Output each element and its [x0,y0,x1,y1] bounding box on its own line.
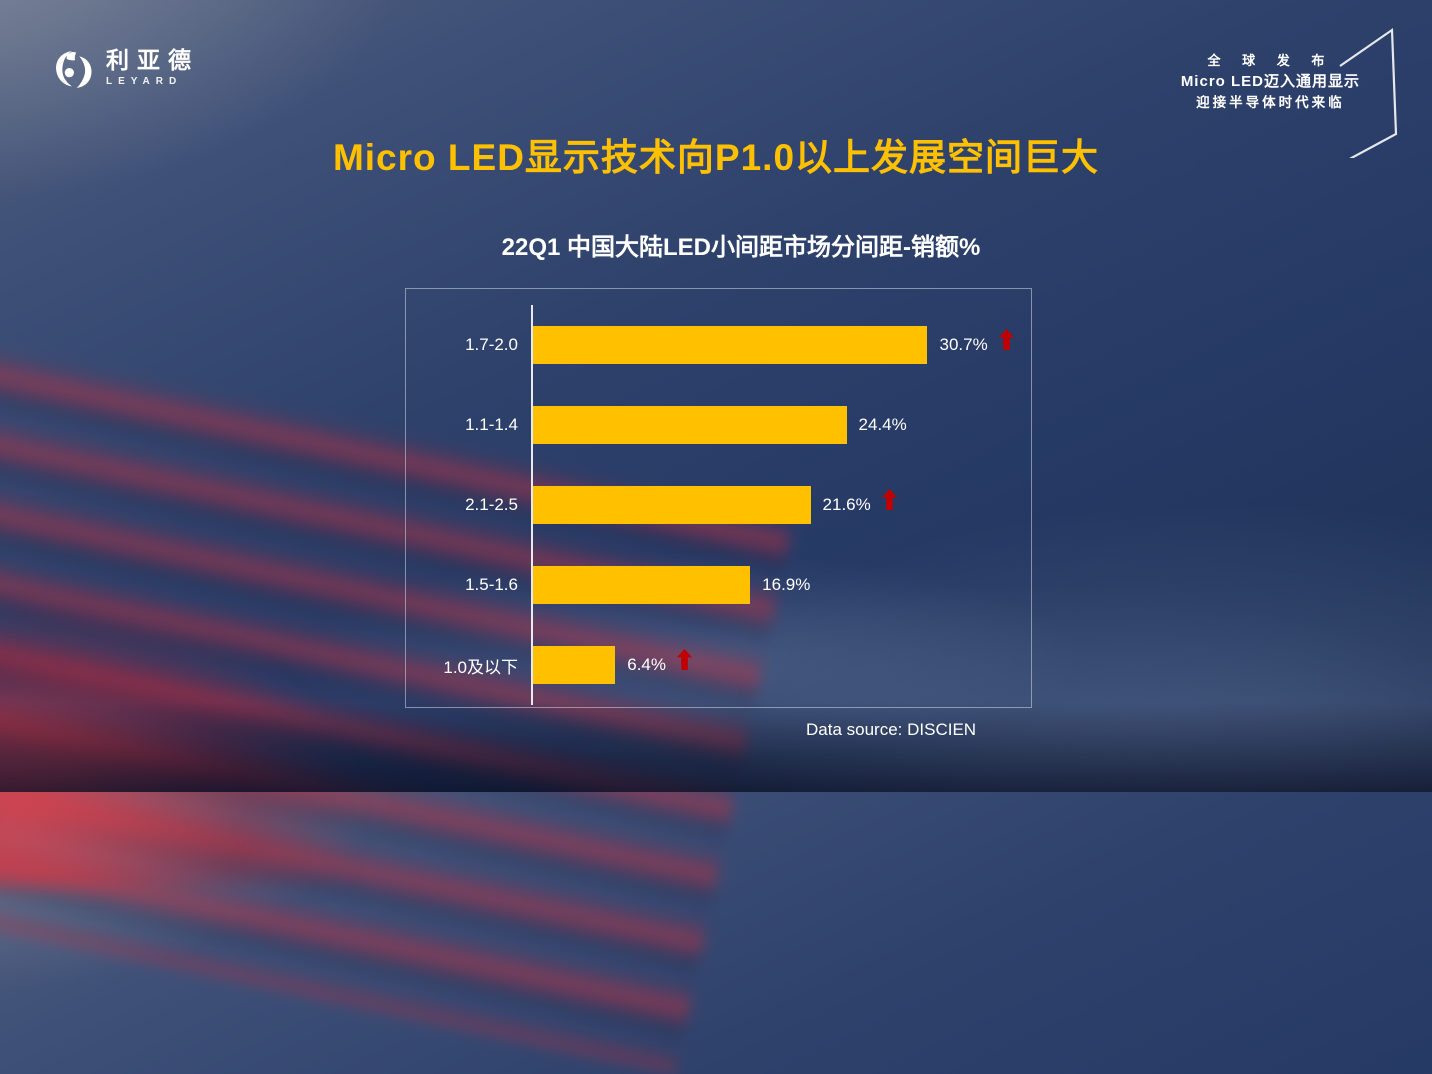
value-label: 16.9% [762,575,811,594]
chart-title: 22Q1 中国大陆LED小间距市场分间距-销额% [501,234,981,261]
category-label: 1.5-1.6 [465,575,518,594]
chart-row: 1.0及以下 6.4% [406,625,1031,705]
up-arrow-icon [881,489,897,515]
bar [533,326,928,364]
bar [533,646,616,684]
up-arrow-icon [998,329,1014,355]
chart-row: 1.7-2.0 30.7% [406,305,1031,385]
value-label: 24.4% [858,415,907,434]
leyard-swirl-icon [52,48,94,95]
sunset-glow-background [0,601,358,888]
bottom-shade-background [0,702,1432,792]
chart-row: 2.1-2.5 21.6% [406,465,1031,545]
data-source-note: Data source: DISCIEN [806,720,977,739]
logo-en-text: LEYARD [106,76,183,88]
bar [533,406,847,444]
chart-rows: 1.7-2.0 30.7% 1.1-1.4 24.4% 2.1-2.5 21.6% 1.5-… [406,305,1031,705]
category-label: 1.7-2.0 [465,335,518,354]
badge-line-3: 迎接半导体时代来临 [1196,95,1345,110]
value-label: 6.4% [627,655,666,674]
page-title: Micro LED显示技术向P1.0以上发展空间巨大 [332,137,1100,178]
chart-row: 1.1-1.4 24.4% [406,385,1031,465]
category-label: 1.0及以下 [443,657,518,677]
bar [533,486,811,524]
up-arrow-icon [676,649,692,675]
badge-line-2: Micro LED迈入通用显示 [1180,73,1360,90]
logo-cn-text: 利亚德 [106,47,199,73]
bar-chart: 1.7-2.0 30.7% 1.1-1.4 24.4% 2.1-2.5 21.6% 1.5-… [405,288,1032,708]
category-label: 2.1-2.5 [465,495,518,514]
leyard-logo: 利亚德 LEYARD [52,47,199,95]
category-label: 1.1-1.4 [465,415,518,434]
bar [533,566,751,604]
value-label: 21.6% [822,495,871,514]
badge-line-1: 全 球 发 布 [1207,53,1334,68]
chart-row: 1.5-1.6 16.9% [406,545,1031,625]
screen-outline-icon [1332,16,1404,163]
global-launch-badge: 全 球 发 布 Micro LED迈入通用显示 迎接半导体时代来临 [1181,50,1360,113]
chart-y-axis [531,305,533,705]
value-label: 30.7% [939,335,988,354]
